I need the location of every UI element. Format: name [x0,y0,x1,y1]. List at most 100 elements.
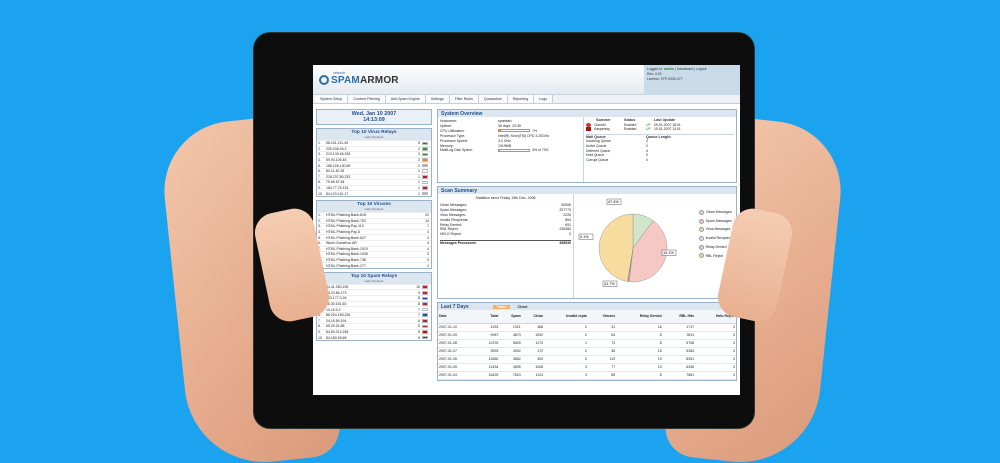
tab-chart[interactable]: Chart [517,304,528,309]
item-text: 66.30.151.60 [326,301,347,306]
scanner-name: ClamAV [594,122,607,127]
table-row[interactable]: 2007-01-06 12660 3862 309 0 119 19 8351 0 [438,355,736,364]
item-count: 3 [418,152,420,157]
table-cell: 3911 [662,331,696,340]
table-cell: 12660 [476,355,500,364]
nav-logs[interactable]: Logs [534,95,554,103]
viruses-title: Top 10 Viruses [317,200,431,207]
tab-table[interactable]: Table [492,304,511,309]
table-row[interactable]: 2007-01-04 16425 7524 1124 3 85 8 7681 0 [438,371,736,380]
dashboard-link[interactable]: Dashboard [676,67,694,71]
list-item[interactable]: 2. HTML.Phishing.Bank-753 14 [317,217,431,224]
list-item[interactable]: 8. 65.29.24.86 5 [317,323,431,329]
list-item[interactable]: 1. 58.241.211.49 5 [317,140,431,146]
list-item[interactable]: 7. 24.15.59.194 6 [317,317,431,323]
nav-filter-rules[interactable]: Filter Rules [449,95,479,103]
session-info: Logged In: admin | Dashboard | Logout Re… [644,65,740,95]
app-header: netsonic SPAMARMOR Logged In: admin | Da… [313,65,740,95]
table-row[interactable]: 2007-01-08 12376 5609 1170 1 73 8 5708 0 [438,339,736,348]
queue-value: 4 [646,139,648,144]
list-item[interactable]: 4. HTML.Phishing.Pay-6 4 [317,228,431,235]
list-item[interactable]: 10. 84.180.45.68 5 [317,334,431,340]
table-cell: 15 [616,347,663,356]
viruses-list: 1. HTML.Phishing.Bank-818 22 2. HTML.Phishin… [317,211,431,268]
list-item[interactable]: 1. HTML.Phishing.Bank-818 22 [317,211,431,218]
item-rank: 6. [318,313,321,318]
stat-value: 2226 [563,212,571,217]
queue-name: Corrupt Queue [586,157,609,162]
table-row[interactable]: 2007-01-07 9593 4092 172 2 36 15 5284 0 [438,347,736,356]
nav-system-setup[interactable]: System Setup [315,95,349,103]
list-item[interactable]: 6. 86.204.155.226 7 [317,311,431,318]
scanner-name: Kaspersky [594,127,610,132]
pie-slice-spam-messages [628,220,668,283]
stat-row: Spam Messages: 207773 [440,208,571,213]
list-item[interactable]: 3. HTML.Phishing.Pay-110 7 [317,223,431,229]
list-item[interactable]: 3.203.177.0.268 [317,295,431,301]
logout-link[interactable]: Logout [696,67,707,71]
column-header: Date [438,310,477,324]
nav-anti-spam-engine[interactable]: Anti-Spam Engine [385,95,426,103]
item-text: Worm.Somefool.AR [326,241,357,246]
stat-row: Virus Messages: 2226 [440,213,571,218]
nav-quarantine[interactable]: Quarantine [478,95,508,103]
virus-relays-panel: Top 10 Virus Relays Last 24 Hours 1. 58.2… [316,128,432,197]
stat-row: RBL Reject: 236380 [440,227,571,232]
list-item[interactable]: 5.10.15.0.27 [317,306,431,312]
column-header: Relay Denied [616,310,663,324]
legend-swatch [698,209,704,215]
pie-label-box [606,198,622,205]
item-text: HTML.Phishing.Bank-1019 [326,246,368,251]
kaspersky-icon [586,127,591,132]
column-header: Invalid rcpts [544,310,588,324]
total-value: 498530 [559,241,571,246]
list-item[interactable]: 2. 200.246.46.3 2 [317,145,431,152]
current-date: Wed, Jan 10 2007 14:13:09 [316,109,432,125]
item-count: 6 [418,318,420,323]
list-item[interactable]: 9. 84.60.214.248 5 [317,328,431,335]
list-item[interactable]: 5. HTML.Phishing.Bank-627 4 [317,234,431,240]
table-cell: 1170 [521,339,545,348]
table-cell: 119 [587,355,617,364]
list-item[interactable]: 10. 84.123.110.17 1 [317,190,431,196]
table-row[interactable]: 2007-01-10 4153 1921 468 0 31 16 1717 0 [438,323,736,332]
country-flag-icon [422,163,428,168]
item-text: 200.246.46.3 [326,146,347,151]
list-item[interactable]: 4.66.30.151.608 [317,300,431,307]
list-item[interactable]: 6. 83.11.40.25 1 [317,167,431,174]
last-7-days-title: Last 7 Days [441,303,469,310]
list-item[interactable]: 7. 218.237.80.233 1 [317,173,431,180]
list-item[interactable]: 5. 168.226.130.65 2 [317,162,431,168]
list-item[interactable]: 8. 75.69.67.64 1 [317,179,431,185]
item-count: 3 [427,257,429,262]
country-flag-icon [422,290,428,295]
table-row[interactable]: 2007-01-09 9967 4873 1092 2 64 5 3911 0 [438,331,736,340]
list-item[interactable]: 4. 59.93.105.48 2 [317,156,431,163]
list-item[interactable]: 7. HTML.Phishing.Bank-1019 4 [317,245,431,252]
item-count: 5 [418,141,420,146]
pie-legend: Clean Messages Spam Messages Virus Message… [698,208,733,260]
item-text: HTML.Phishing.Pay-6 [326,230,361,235]
user-name: admin [663,67,674,71]
nav-content-filtering[interactable]: Content Filtering [348,95,386,103]
table-cell: 1 [544,339,588,348]
nav-reporting[interactable]: Reporting [507,95,535,103]
item-rank: 4. [318,230,321,235]
country-flag-icon [422,147,428,151]
nav-settings[interactable]: Settings [425,95,450,103]
table-cell: 4695 [499,363,522,372]
table-cell: 10 [616,363,663,372]
item-count: 1 [418,169,420,174]
table-row[interactable]: 2007-01-05 12434 4695 1008 3 77 10 6436 0 [438,363,736,372]
country-flag-icon [422,186,428,190]
item-count: 4 [427,235,429,240]
list-item[interactable]: 6. Worm.Somefool.AR 4 [317,239,431,246]
table-cell: 0 [695,331,736,340]
list-item[interactable]: 9. 164.77.76.124 1 [317,184,431,191]
list-item[interactable]: 3. 213.139.46.226 3 [317,151,431,157]
